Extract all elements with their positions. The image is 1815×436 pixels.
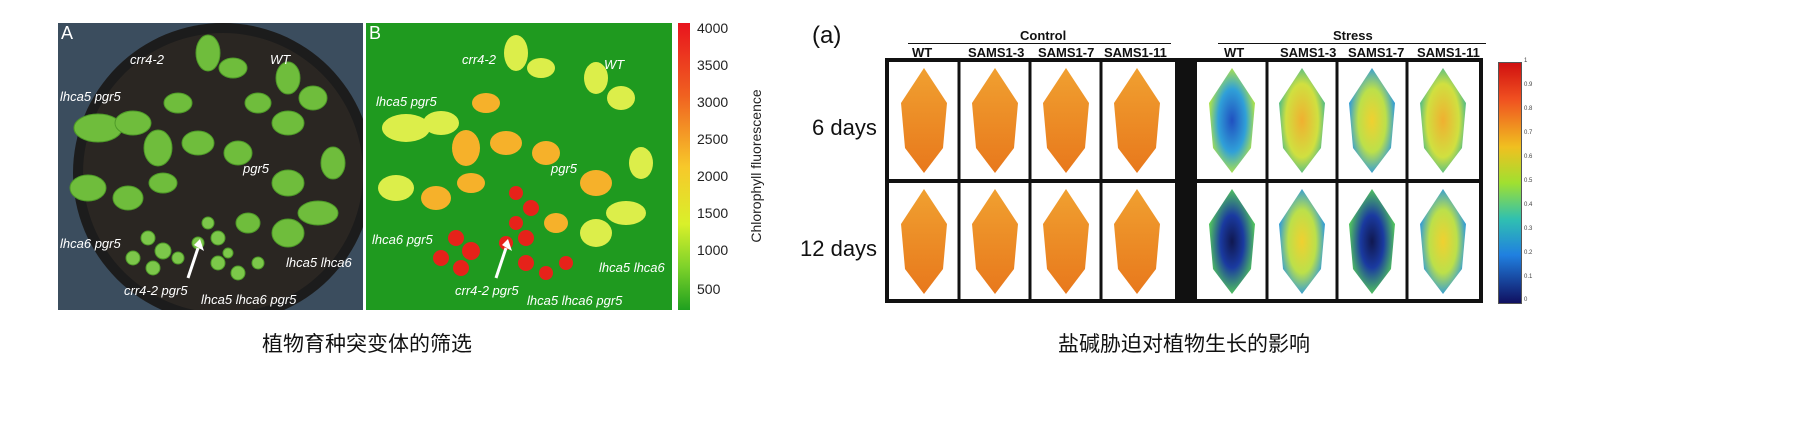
colorbar-tick: 0.3: [1524, 226, 1533, 232]
genotype-label: lhca6 pgr5: [372, 232, 433, 247]
row-label: 6 days: [812, 115, 877, 140]
column-header: SAMS1-11: [1417, 45, 1480, 60]
genotype-label: lhca5 lhca6 pgr5: [527, 293, 623, 308]
colorbar-tick: 0.4: [1524, 202, 1533, 208]
colorbar-tick: 0: [1524, 297, 1528, 303]
colorbar-tick: 0.6: [1524, 154, 1533, 160]
colorbar-tick: 0.7: [1524, 130, 1533, 136]
leaf-grid-illustration: [885, 58, 1483, 303]
panel-a-label: (a): [812, 22, 842, 49]
leaf-grid: [885, 58, 1483, 303]
colorbar-tick: 3000: [697, 94, 729, 110]
genotype-label: lhca5 lhca6: [599, 260, 665, 275]
genotype-label: crr4-2 pgr5: [124, 283, 188, 298]
right-caption: 盐碱胁迫对植物生长的影响: [1058, 332, 1310, 356]
column-header: WT: [912, 45, 933, 60]
genotype-label: WT: [270, 52, 291, 67]
group-title-stress: Stress: [1333, 28, 1373, 43]
ratio-colorbar: [1498, 62, 1522, 304]
genotype-label: lhca6 pgr5: [60, 236, 121, 251]
genotype-label: crr4-2 pgr5: [455, 283, 519, 298]
colorbar-tick: 500: [697, 281, 721, 297]
colorbar-tick: 1500: [697, 205, 729, 221]
group-underline: [1218, 43, 1486, 44]
colorbar-tick: 0.8: [1524, 106, 1533, 112]
colorbar-tick: 4000: [697, 20, 729, 36]
plants-photo-illustration: [69, 23, 363, 310]
colorbar-tick: 2500: [697, 131, 729, 147]
colorbar-tick: 0.9: [1524, 82, 1533, 88]
group-underline: [908, 43, 1171, 44]
colorbar-tick: 2000: [697, 168, 729, 184]
genotype-label: pgr5: [243, 161, 270, 176]
fluorescence-colorbar: [678, 23, 690, 310]
colorbar-tick: 1000: [697, 242, 729, 258]
genotype-label: lhca5 pgr5: [376, 94, 437, 109]
colorbar-tick: 0.5: [1524, 178, 1533, 184]
genotype-label: WT: [604, 57, 625, 72]
genotype-label: lhca5 lhca6: [286, 255, 352, 270]
column-header: SAMS1-11: [1104, 45, 1167, 60]
panel-a-label: A: [61, 23, 74, 43]
genotype-label: lhca5 pgr5: [60, 89, 121, 104]
fluorescence-illustration: [378, 35, 653, 280]
genotype-label: lhca5 lhca6 pgr5: [201, 292, 297, 307]
colorbar-tick: 3500: [697, 57, 729, 73]
panel-b-label: B: [369, 23, 382, 43]
genotype-label: pgr5: [551, 161, 578, 176]
column-header: SAMS1-7: [1038, 45, 1095, 60]
group-title-control: Control: [1020, 28, 1067, 43]
left-caption: 植物育种突变体的筛选: [262, 332, 472, 356]
genotype-label: crr4-2: [130, 52, 164, 67]
colorbar-tick: 0.1: [1524, 274, 1533, 280]
column-header: SAMS1-3: [968, 45, 1025, 60]
colorbar-title: Chlorophyll fluorescence: [748, 89, 764, 243]
colorbar-tick: 1: [1524, 58, 1528, 64]
row-label: 12 days: [800, 236, 878, 261]
column-header: SAMS1-7: [1348, 45, 1405, 60]
column-header: SAMS1-3: [1280, 45, 1337, 60]
column-header: WT: [1224, 45, 1245, 60]
panel-b-fluorescence: B crr4-2 WT lhca5 pgr5 pgr5 lhca6 pgr5 l…: [366, 23, 672, 310]
genotype-label: crr4-2: [462, 52, 496, 67]
colorbar-tick: 0.2: [1524, 250, 1533, 256]
panel-a-photo: A crr4-2 WT lhca5 pgr5 pgr5 lhca6 pgr5 l…: [58, 23, 363, 310]
